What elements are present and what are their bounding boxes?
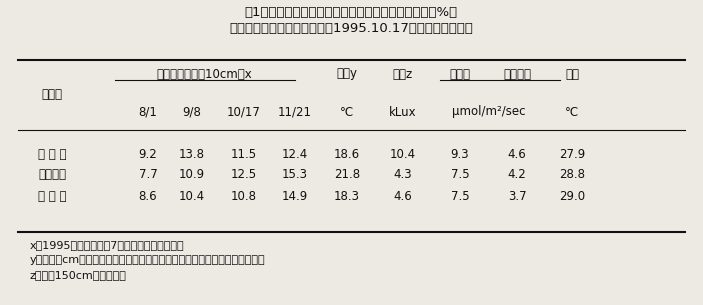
Text: 12.4: 12.4 [282,148,308,160]
Text: x：1995年のデータで7月中に灌水している。: x：1995年のデータで7月中に灌水している。 [30,240,185,250]
Text: 11.5: 11.5 [231,148,257,160]
Text: 土壌水分（０〜10cm）x: 土壌水分（０〜10cm）x [156,67,252,81]
Text: 照度z: 照度z [393,67,413,81]
Text: y：地中５cm。無マルチ区は裸地状態、未造成区は草生状態での値である。: y：地中５cm。無マルチ区は裸地状態、未造成区は草生状態での値である。 [30,255,266,265]
Text: 9/8: 9/8 [183,106,202,119]
Text: 13.8: 13.8 [179,148,205,160]
Text: 未 造 成: 未 造 成 [38,189,66,203]
Text: μmol/m²/sec: μmol/m²/sec [452,106,525,119]
Text: 9.2: 9.2 [138,148,157,160]
Text: 15.3: 15.3 [282,168,308,181]
Text: 8.6: 8.6 [138,189,157,203]
Text: 7.7: 7.7 [138,168,157,181]
Text: 7.5: 7.5 [451,168,470,181]
Text: 10.9: 10.9 [179,168,205,181]
Text: 4.6: 4.6 [394,189,413,203]
Text: 4.3: 4.3 [394,168,413,181]
Text: 光合成: 光合成 [449,67,470,81]
Text: 10.8: 10.8 [231,189,257,203]
Text: 10.4: 10.4 [179,189,205,203]
Text: 29.0: 29.0 [559,189,585,203]
Text: 処　理: 処 理 [41,88,63,102]
Text: 10/17: 10/17 [227,106,261,119]
Text: 10.4: 10.4 [390,148,416,160]
Text: 4.2: 4.2 [508,168,527,181]
Text: 3.7: 3.7 [508,189,527,203]
Text: 表1　マルチ処理及び園内作業道の造成が土壌水分（%）: 表1 マルチ処理及び園内作業道の造成が土壌水分（%） [245,5,458,19]
Text: 12.5: 12.5 [231,168,257,181]
Text: 及び光合成等に及ぼす影響（1995.10.17．愛媛県吉田町）: 及び光合成等に及ぼす影響（1995.10.17．愛媛県吉田町） [229,21,473,34]
Text: z：地上150cmの散乱光。: z：地上150cmの散乱光。 [30,270,127,280]
Text: 18.3: 18.3 [334,189,360,203]
Text: 18.6: 18.6 [334,148,360,160]
Text: 11/21: 11/21 [278,106,312,119]
Text: °C: °C [565,106,579,119]
Text: 14.9: 14.9 [282,189,308,203]
Text: 7.5: 7.5 [451,189,470,203]
Text: 蒸散速度: 蒸散速度 [503,67,531,81]
Text: 葉温: 葉温 [565,67,579,81]
Text: kLux: kLux [389,106,417,119]
Text: 地温y: 地温y [337,67,358,81]
Text: 27.9: 27.9 [559,148,585,160]
Text: 28.8: 28.8 [559,168,585,181]
Text: 無マルチ: 無マルチ [38,168,66,181]
Text: 4.6: 4.6 [508,148,527,160]
Text: マ ル チ: マ ル チ [38,148,66,160]
Text: 9.3: 9.3 [451,148,470,160]
Text: 21.8: 21.8 [334,168,360,181]
Text: 8/1: 8/1 [138,106,157,119]
Text: °C: °C [340,106,354,119]
